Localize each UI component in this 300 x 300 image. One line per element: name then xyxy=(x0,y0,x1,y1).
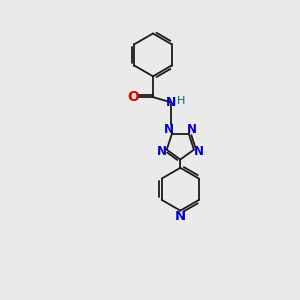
Text: N: N xyxy=(187,123,197,136)
Text: N: N xyxy=(157,145,167,158)
Text: N: N xyxy=(164,123,174,136)
Text: H: H xyxy=(177,96,185,106)
Text: O: O xyxy=(128,90,140,104)
Text: N: N xyxy=(166,96,177,109)
Text: N: N xyxy=(175,210,186,223)
Text: N: N xyxy=(194,145,204,158)
